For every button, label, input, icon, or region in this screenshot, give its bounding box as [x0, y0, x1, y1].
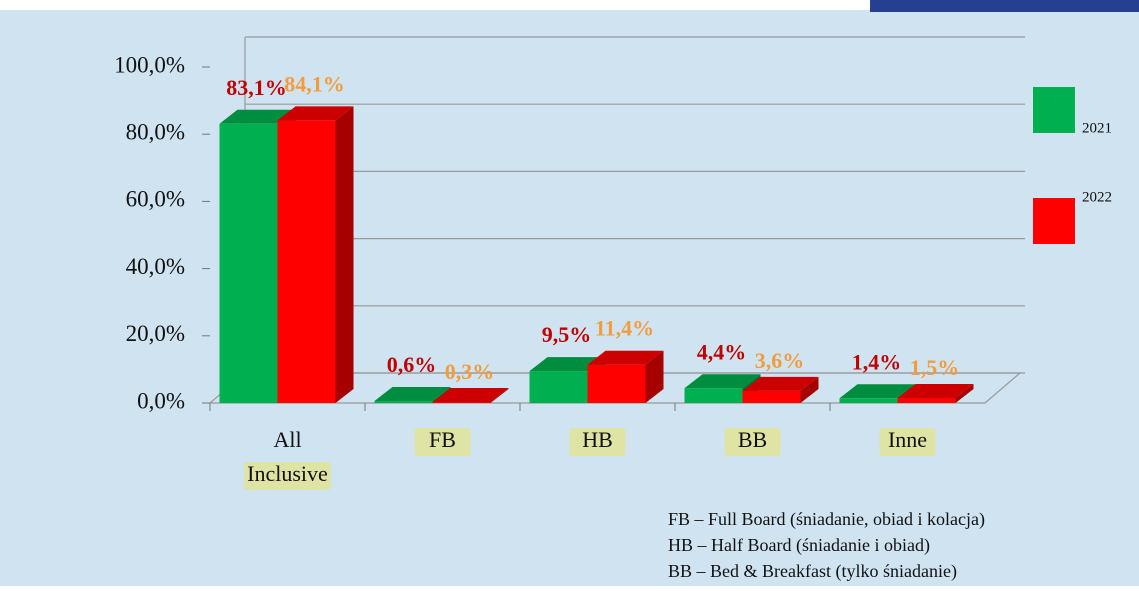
header-band	[870, 0, 1139, 12]
x-tick-label-line: BB	[738, 427, 767, 452]
x-tick-label-group: FB	[414, 427, 471, 456]
x-tick-label-group: All Inclusive	[244, 427, 331, 490]
value-label: 1,5%	[910, 355, 960, 380]
y-tick-label: 20,0%	[126, 321, 185, 346]
footnote: FB – Full Board (śniadanie, obiad i kola…	[668, 509, 985, 530]
y-tick-label: 40,0%	[126, 254, 185, 279]
legend-swatch	[1033, 87, 1075, 133]
value-label: 83,1%	[226, 75, 287, 100]
footnote: HB – Half Board (śniadanie i obiad)	[668, 535, 930, 556]
bar-top	[277, 106, 354, 121]
y-tick-label: 0,0%	[137, 388, 185, 413]
bar-side	[645, 350, 664, 403]
x-tick-label-line: FB	[429, 427, 456, 452]
bar-top	[219, 109, 296, 124]
bar-side	[335, 106, 354, 403]
bar	[897, 397, 956, 403]
bar-top	[374, 386, 451, 401]
label-highlight	[879, 428, 936, 456]
bar-top	[587, 350, 664, 365]
x-tick-label-line: Inne	[888, 427, 927, 452]
x-tick-label: HB	[582, 427, 613, 452]
bar-top	[897, 383, 974, 398]
bar	[277, 120, 336, 403]
bar	[432, 401, 491, 403]
y-tick-label: 100,0%	[114, 52, 185, 77]
value-label: 84,1%	[284, 71, 345, 96]
label-highlight	[244, 462, 331, 490]
value-label: 1,4%	[852, 349, 902, 374]
bar	[742, 390, 801, 403]
x-tick-label-line: HB	[582, 427, 613, 452]
background	[0, 10, 1139, 586]
bar	[839, 398, 898, 403]
x-tick-label: FB	[429, 427, 456, 452]
bar-side	[955, 383, 974, 403]
label-highlight	[414, 428, 471, 456]
bar-top	[742, 376, 819, 391]
bar-top	[839, 384, 916, 399]
value-label: 0,3%	[445, 359, 495, 384]
footnote: BB – Bed & Breakfast (tylko śniadanie)	[668, 561, 957, 582]
x-tick-label: All Inclusive	[247, 427, 328, 486]
x-tick-label-group: HB	[569, 427, 626, 456]
bar	[587, 364, 646, 403]
y-tick-label: 60,0%	[126, 187, 185, 212]
x-tick-label: Inne	[888, 427, 927, 452]
value-label: 3,6%	[755, 348, 805, 373]
legend-label: 2021	[1082, 120, 1112, 136]
legend-label: 2022	[1082, 189, 1112, 205]
bar-top	[529, 357, 606, 372]
bar-top	[684, 374, 761, 389]
x-tick-label-line: Inclusive	[247, 461, 328, 486]
value-label: 0,6%	[387, 352, 437, 377]
value-label: 9,5%	[542, 322, 592, 347]
bar	[529, 371, 588, 403]
bar-side	[800, 376, 819, 403]
value-label: 11,4%	[595, 316, 654, 341]
x-tick-label: BB	[738, 427, 767, 452]
bar	[219, 123, 278, 403]
y-tick-label: 80,0%	[126, 119, 185, 144]
legend-swatch	[1033, 198, 1075, 244]
bar	[684, 388, 743, 403]
value-label: 4,4%	[697, 339, 747, 364]
x-tick-label-line: All	[273, 427, 301, 452]
label-highlight	[569, 428, 626, 456]
bar-top	[432, 387, 509, 402]
x-tick-label-group: Inne	[879, 427, 936, 456]
bar-side	[490, 387, 509, 403]
bar	[374, 400, 433, 403]
x-tick-label-group: BB	[724, 427, 781, 456]
label-highlight	[724, 428, 781, 456]
